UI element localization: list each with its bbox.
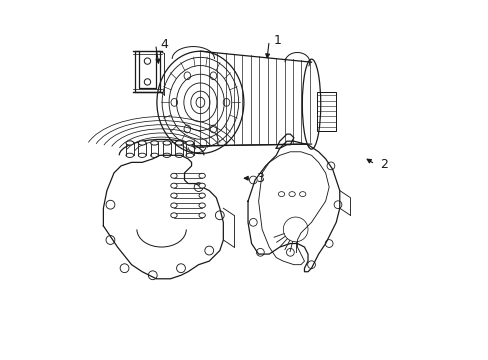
Ellipse shape: [199, 183, 205, 188]
Bar: [316, 92, 336, 131]
Ellipse shape: [199, 173, 205, 178]
Ellipse shape: [163, 141, 170, 145]
Ellipse shape: [170, 203, 177, 208]
Text: 3: 3: [256, 172, 264, 185]
Ellipse shape: [170, 193, 177, 198]
Ellipse shape: [199, 193, 205, 198]
Ellipse shape: [170, 173, 177, 178]
Ellipse shape: [199, 213, 205, 218]
Text: 1: 1: [273, 34, 282, 47]
Ellipse shape: [126, 141, 133, 145]
Ellipse shape: [170, 183, 177, 188]
Text: 2: 2: [379, 158, 387, 171]
Ellipse shape: [199, 203, 205, 208]
Ellipse shape: [170, 213, 177, 218]
Ellipse shape: [138, 141, 146, 145]
Ellipse shape: [150, 141, 158, 145]
Ellipse shape: [185, 141, 193, 145]
Text: 4: 4: [160, 38, 168, 51]
Ellipse shape: [175, 141, 183, 145]
